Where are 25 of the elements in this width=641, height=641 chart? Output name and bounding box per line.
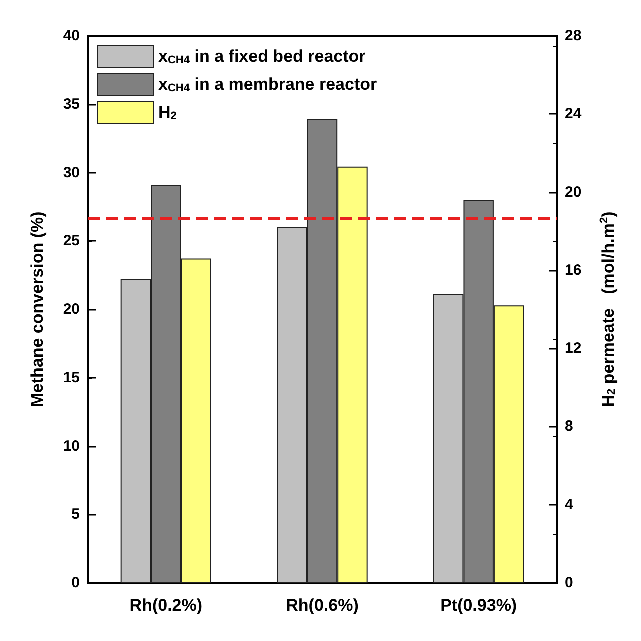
y-tick-label: 10 (63, 438, 80, 455)
y-tick-label: 15 (63, 369, 80, 386)
y2-tick-label: 8 (565, 418, 574, 436)
y2-axis-title: H2 permeate (mol/h.m2) (598, 212, 618, 408)
y2-tick-label: 0 (565, 574, 574, 592)
x-tick-label: Rh(0.2%) (130, 596, 203, 615)
y2-tick-label: 12 (565, 340, 582, 358)
legend-label: xCH4 in a membrane reactor (158, 75, 378, 94)
y2-tick-label: 24 (565, 106, 582, 123)
y-tick-label: 20 (63, 301, 80, 318)
y-tick-label: 5 (72, 506, 80, 524)
y2-tick-label: 4 (565, 496, 574, 514)
legend-label: H2 (158, 103, 177, 122)
y-tick-label: 30 (63, 164, 80, 182)
y2-tick-label: 16 (565, 262, 582, 279)
y-tick-label: 25 (63, 232, 80, 250)
y-tick-label: 35 (63, 96, 80, 113)
y-tick-label: 40 (63, 28, 80, 44)
y-tick-label: 0 (72, 574, 80, 592)
y2-tick-label: 20 (565, 184, 582, 201)
y-axis-title: Methane conversion (%) (28, 212, 47, 408)
legend-label: xCH4 in a fixed bed reactor (158, 47, 366, 66)
x-tick-label: Rh(0.6%) (286, 596, 359, 615)
x-tick-label: Pt(0.93%) (440, 596, 518, 615)
y2-tick-label: 28 (565, 28, 582, 44)
